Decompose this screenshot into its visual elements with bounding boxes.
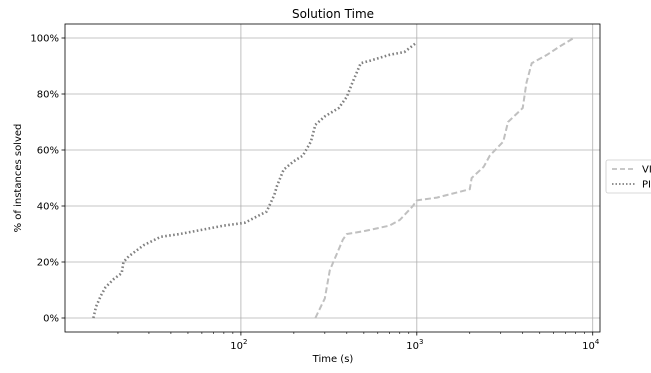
y-tick-label: 60% <box>37 146 59 157</box>
x-axis-label: Time (s) <box>312 354 354 365</box>
y-tick-label: 0% <box>43 314 59 325</box>
x-tick-label: 104 <box>582 338 600 352</box>
y-axis-label: % of instances solved <box>13 124 24 233</box>
x-tick-label: 102 <box>230 338 247 352</box>
legend: VI PI <box>605 159 651 194</box>
y-tick-label: 20% <box>37 258 59 269</box>
plot-area: 0% 20% 40% 60% 80% 100% 102 103 104 <box>30 23 601 353</box>
plot-frame <box>64 23 601 333</box>
series-line-vi <box>314 37 575 319</box>
grid <box>65 24 600 332</box>
legend-box <box>605 159 651 194</box>
y-tick-label: 100% <box>30 34 59 45</box>
y-tick-label: 40% <box>37 202 59 213</box>
x-tick-label: 103 <box>406 338 423 352</box>
plot-background <box>65 24 600 332</box>
series-lines <box>92 37 575 319</box>
chart-title: Solution Time <box>292 7 374 21</box>
y-tick-label: 80% <box>37 90 59 101</box>
ticks: 0% 20% 40% 60% 80% 100% 102 103 104 <box>30 34 599 353</box>
legend-label-vi: VI <box>642 165 651 176</box>
legend-label-pi: PI <box>642 180 651 191</box>
